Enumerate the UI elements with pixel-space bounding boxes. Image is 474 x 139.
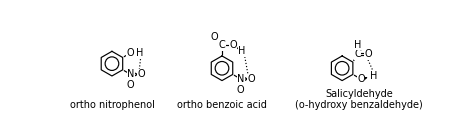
Text: Salicyldehyde: Salicyldehyde [325, 89, 393, 99]
Text: N: N [237, 74, 245, 84]
Text: O: O [357, 74, 365, 84]
Text: N: N [127, 69, 135, 79]
Text: O: O [127, 48, 135, 58]
Text: H: H [370, 71, 377, 81]
Text: O: O [210, 33, 218, 43]
Text: H: H [238, 46, 246, 56]
Text: C: C [354, 49, 361, 59]
Text: H: H [136, 48, 143, 58]
Text: O: O [138, 69, 146, 79]
Text: (o-hydroxy benzaldehyde): (o-hydroxy benzaldehyde) [295, 100, 423, 110]
Text: ortho nitrophenol: ortho nitrophenol [70, 100, 155, 110]
Text: O: O [237, 85, 245, 95]
Text: O: O [248, 74, 255, 84]
Text: C: C [219, 40, 225, 50]
Text: H: H [354, 40, 361, 50]
Text: O: O [229, 40, 237, 50]
Text: O: O [127, 80, 135, 90]
Text: O: O [365, 49, 372, 59]
Text: ortho benzoic acid: ortho benzoic acid [177, 100, 267, 110]
